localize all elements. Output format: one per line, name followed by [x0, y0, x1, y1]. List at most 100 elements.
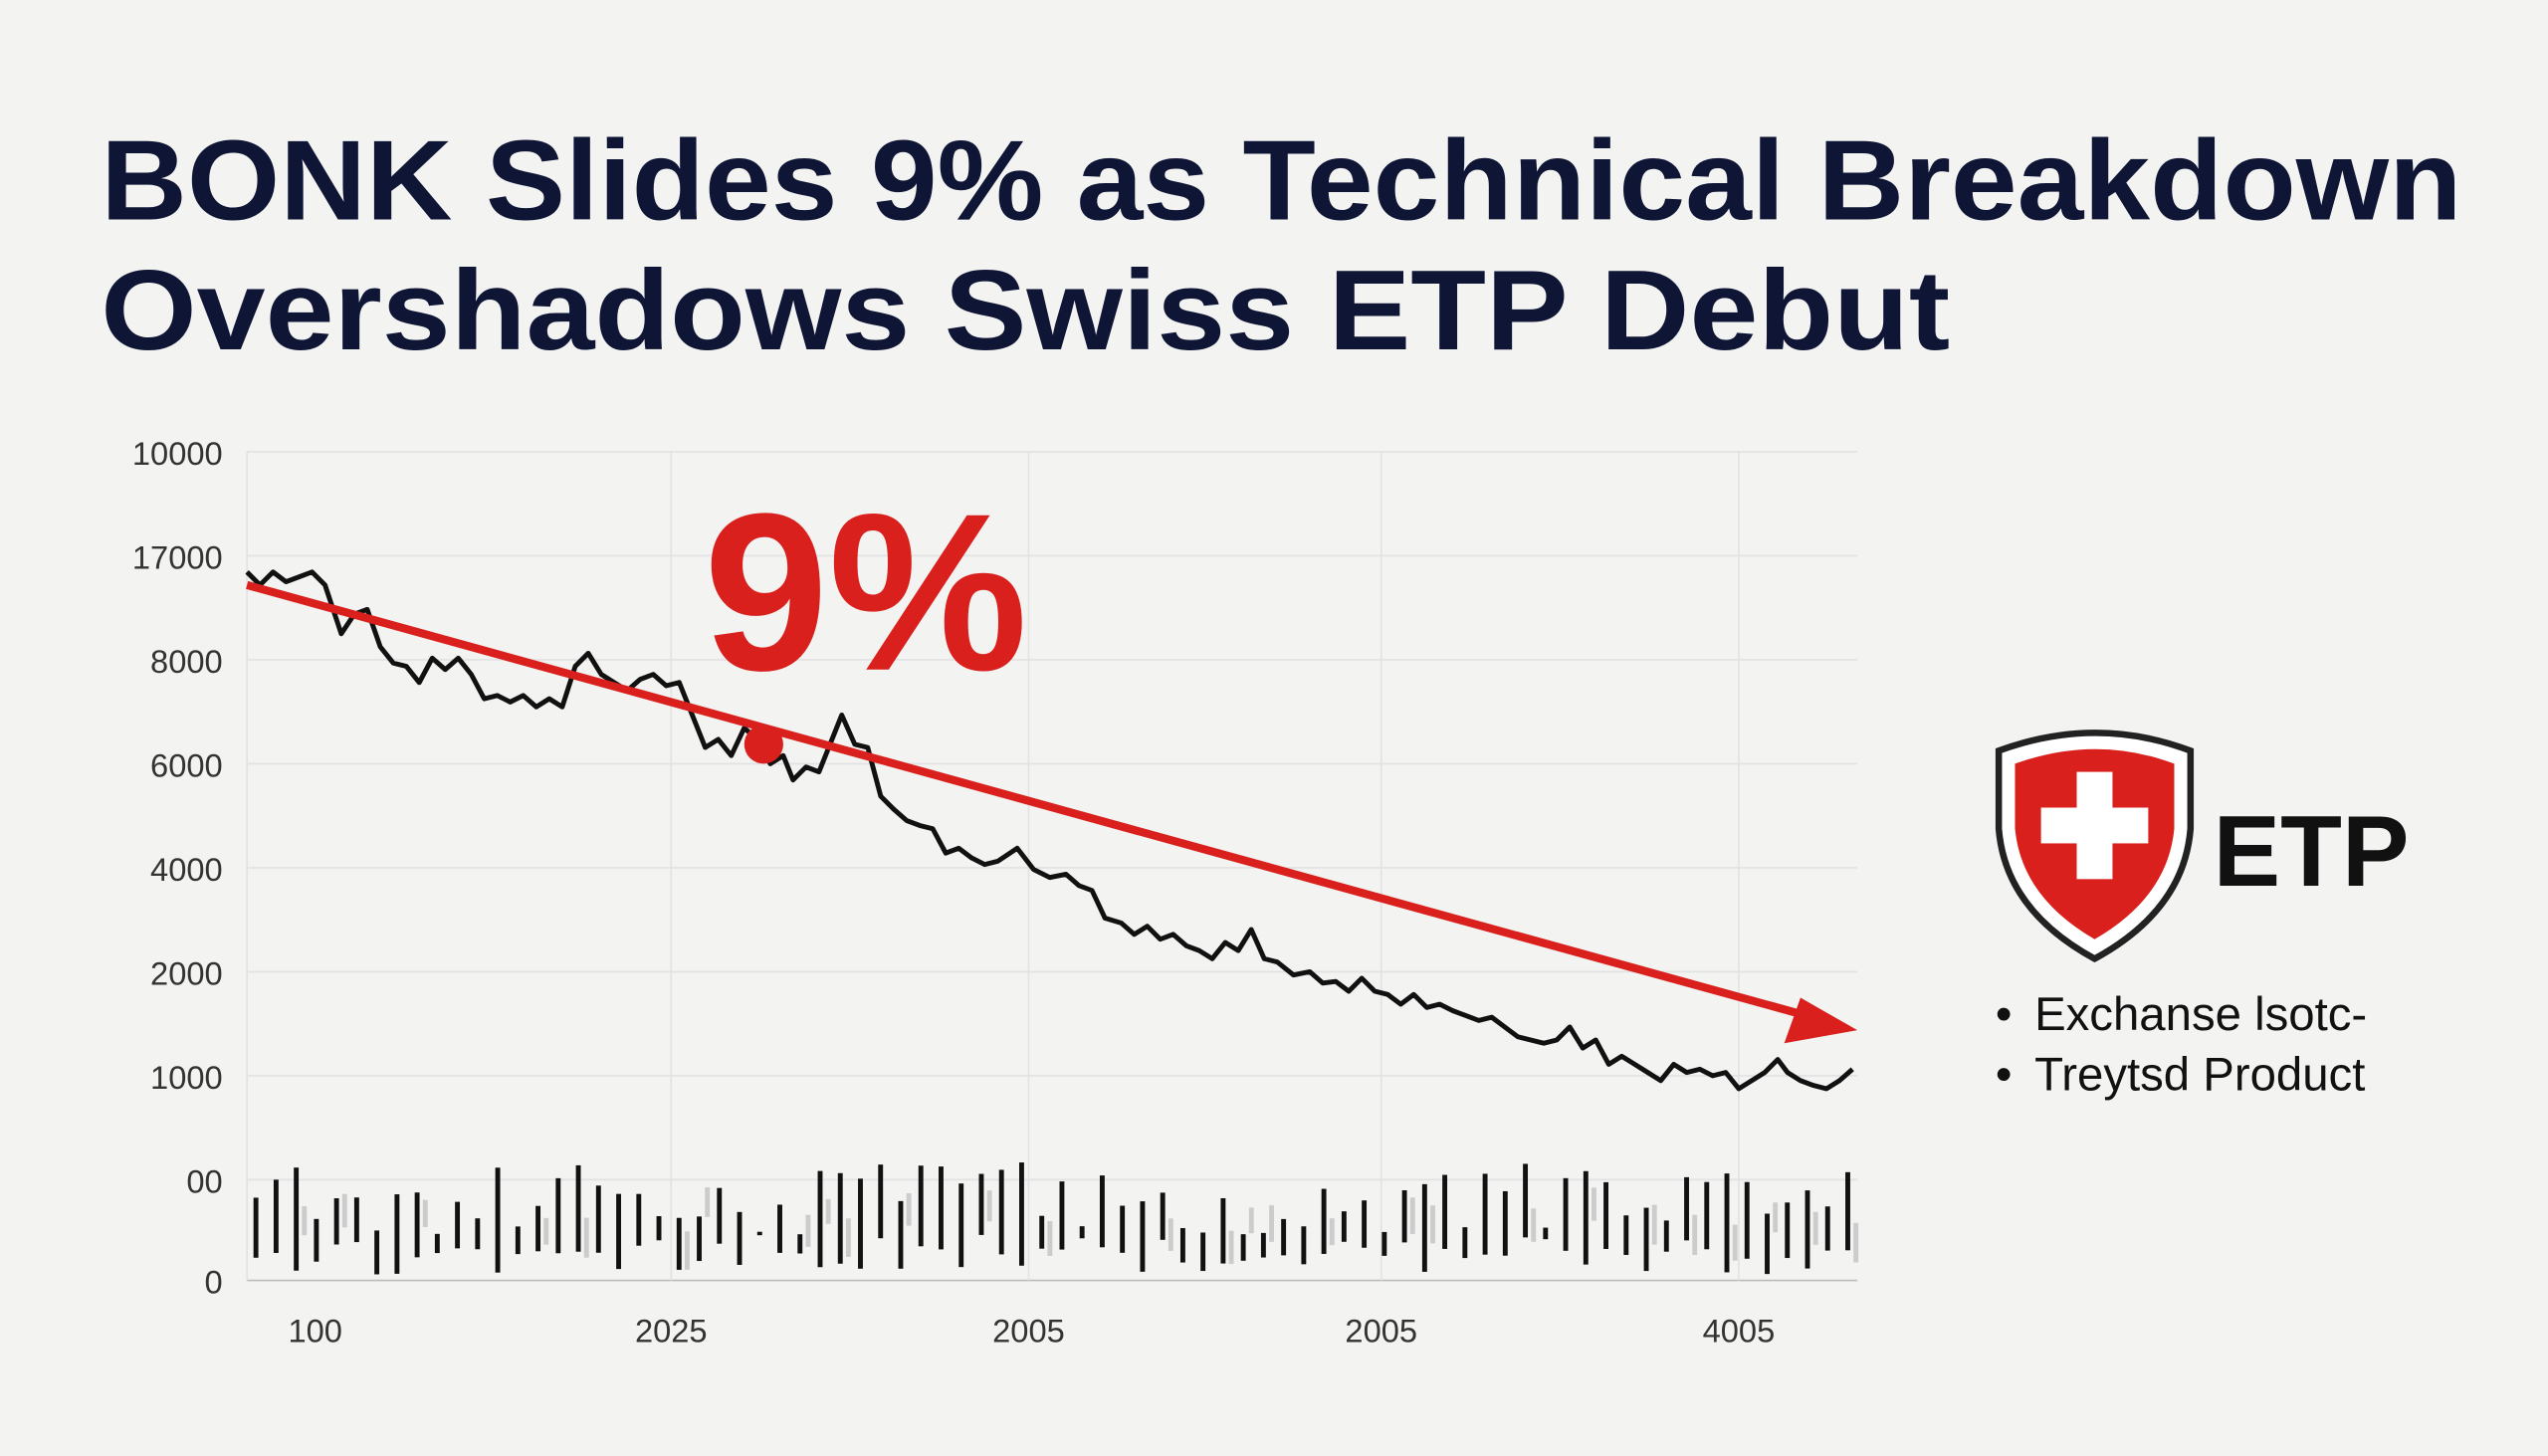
- volume-bar: [1785, 1202, 1791, 1259]
- volume-shadow: [805, 1214, 811, 1247]
- volume-bar: [1704, 1181, 1710, 1250]
- volume-bar: [918, 1165, 924, 1247]
- price-line: [245, 569, 1854, 1092]
- volume-shadow: [1248, 1207, 1254, 1234]
- volume-bar: [1200, 1232, 1206, 1272]
- volume-bar: [374, 1230, 380, 1275]
- y-axis-label: 2000: [150, 954, 223, 991]
- y-axis-label: 10000: [132, 435, 223, 472]
- y-axis-label: 0: [205, 1264, 223, 1301]
- volume-bar: [697, 1216, 702, 1262]
- volume-bar: [1401, 1189, 1407, 1243]
- volume-shadow: [685, 1231, 690, 1270]
- volume-bar: [273, 1179, 279, 1253]
- volume-bar: [1765, 1213, 1770, 1275]
- volume-bar: [797, 1234, 803, 1254]
- volume-bar: [1079, 1226, 1085, 1239]
- volume-bar: [535, 1205, 541, 1252]
- volume-bar: [1623, 1215, 1629, 1255]
- swiss-shield: [1995, 729, 2195, 963]
- volume-shadow: [1269, 1205, 1274, 1242]
- volume-shadow: [906, 1193, 912, 1226]
- volume-bar: [1724, 1173, 1730, 1273]
- volume-bar: [737, 1211, 743, 1265]
- y-axis-label: 00: [186, 1162, 222, 1199]
- trend-arrow: [246, 580, 1803, 1018]
- x-axis-label: 2005: [992, 1313, 1065, 1350]
- volume-shadow: [1329, 1218, 1335, 1246]
- volume-shadow: [1592, 1187, 1596, 1221]
- y-axis-label: 4000: [150, 851, 223, 888]
- volume-bar: [595, 1185, 601, 1253]
- volume-bar: [1341, 1211, 1347, 1242]
- volume-bar: [1381, 1231, 1387, 1256]
- volume-bar: [616, 1193, 621, 1270]
- volume-bar: [1179, 1228, 1185, 1263]
- bullet-dot: •: [1996, 1049, 2013, 1102]
- volume-bar: [1643, 1207, 1649, 1272]
- volume-bar: [294, 1167, 300, 1271]
- volume-bar: [353, 1197, 359, 1243]
- volume-bar: [1462, 1227, 1468, 1259]
- volume-bar: [475, 1218, 481, 1250]
- callout: 9%: [704, 467, 1028, 718]
- volume-bar: [495, 1167, 501, 1273]
- x-axis-label: 100: [289, 1313, 342, 1350]
- volume-bar: [1482, 1173, 1488, 1255]
- volume-bar: [878, 1164, 884, 1239]
- volume-bar: [515, 1226, 521, 1255]
- volume-bar: [1824, 1206, 1830, 1251]
- volume-bar: [1120, 1205, 1126, 1253]
- volume-bar: [1603, 1181, 1608, 1249]
- volume-bar: [1583, 1170, 1589, 1265]
- volume-shadow: [1732, 1224, 1738, 1261]
- volume-shadow: [583, 1217, 589, 1258]
- volume-bar: [777, 1204, 782, 1253]
- volume-bar: [434, 1233, 440, 1254]
- volume-bar: [1563, 1177, 1569, 1251]
- y-axis-label: 1000: [150, 1059, 223, 1096]
- y-axis-label: 17000: [132, 539, 223, 576]
- volume-bar: [1260, 1232, 1266, 1258]
- volume-bar: [1744, 1181, 1750, 1259]
- volume-shadow: [422, 1199, 428, 1227]
- volume-bar: [1059, 1181, 1065, 1250]
- volume-shadow: [1692, 1214, 1698, 1255]
- volume-bar: [1160, 1192, 1166, 1240]
- volume-bar: [978, 1173, 984, 1235]
- volume-bar: [253, 1197, 259, 1258]
- volume-bar: [1543, 1227, 1549, 1240]
- x-axis-label: 2005: [1345, 1313, 1417, 1350]
- volume-bar: [1240, 1234, 1246, 1261]
- volume-bar: [575, 1164, 581, 1252]
- volume-shadow: [1812, 1211, 1818, 1245]
- volume-shadow: [1531, 1208, 1537, 1242]
- volume-bar: [1140, 1201, 1146, 1272]
- volume-bar: [455, 1201, 461, 1249]
- volume-bar: [1421, 1183, 1427, 1272]
- volume-shadow: [302, 1206, 308, 1236]
- volume-shadow: [1773, 1202, 1779, 1233]
- volume-shadow: [1651, 1204, 1657, 1245]
- volume-bar: [1442, 1174, 1448, 1249]
- volume-bar: [1321, 1188, 1327, 1254]
- volume-shadow: [845, 1218, 851, 1257]
- volume-bar: [817, 1170, 823, 1268]
- volume-bars: [253, 1162, 1859, 1275]
- volume-shadow: [1168, 1218, 1173, 1251]
- volume-shadow: [705, 1187, 711, 1217]
- volume-bar: [1281, 1218, 1287, 1256]
- volume-shadow: [1047, 1221, 1053, 1256]
- y-axis-label: 6000: [150, 746, 223, 783]
- volume-bar: [414, 1192, 420, 1258]
- volume-bar: [636, 1193, 642, 1246]
- bullet-text: Exchanse lsotc-: [2034, 988, 2367, 1041]
- volume-bar: [1663, 1220, 1669, 1252]
- volume-bar: [676, 1217, 682, 1270]
- bullet-dot: •: [1996, 988, 2013, 1041]
- badge-label: ETP: [2214, 795, 2410, 908]
- volume-bar: [837, 1172, 843, 1264]
- volume-bar: [958, 1183, 964, 1268]
- volume-bar: [1039, 1215, 1045, 1249]
